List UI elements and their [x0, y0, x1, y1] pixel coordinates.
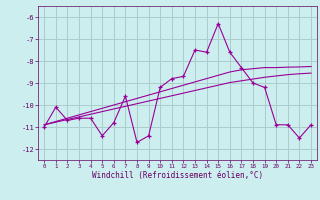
X-axis label: Windchill (Refroidissement éolien,°C): Windchill (Refroidissement éolien,°C): [92, 171, 263, 180]
